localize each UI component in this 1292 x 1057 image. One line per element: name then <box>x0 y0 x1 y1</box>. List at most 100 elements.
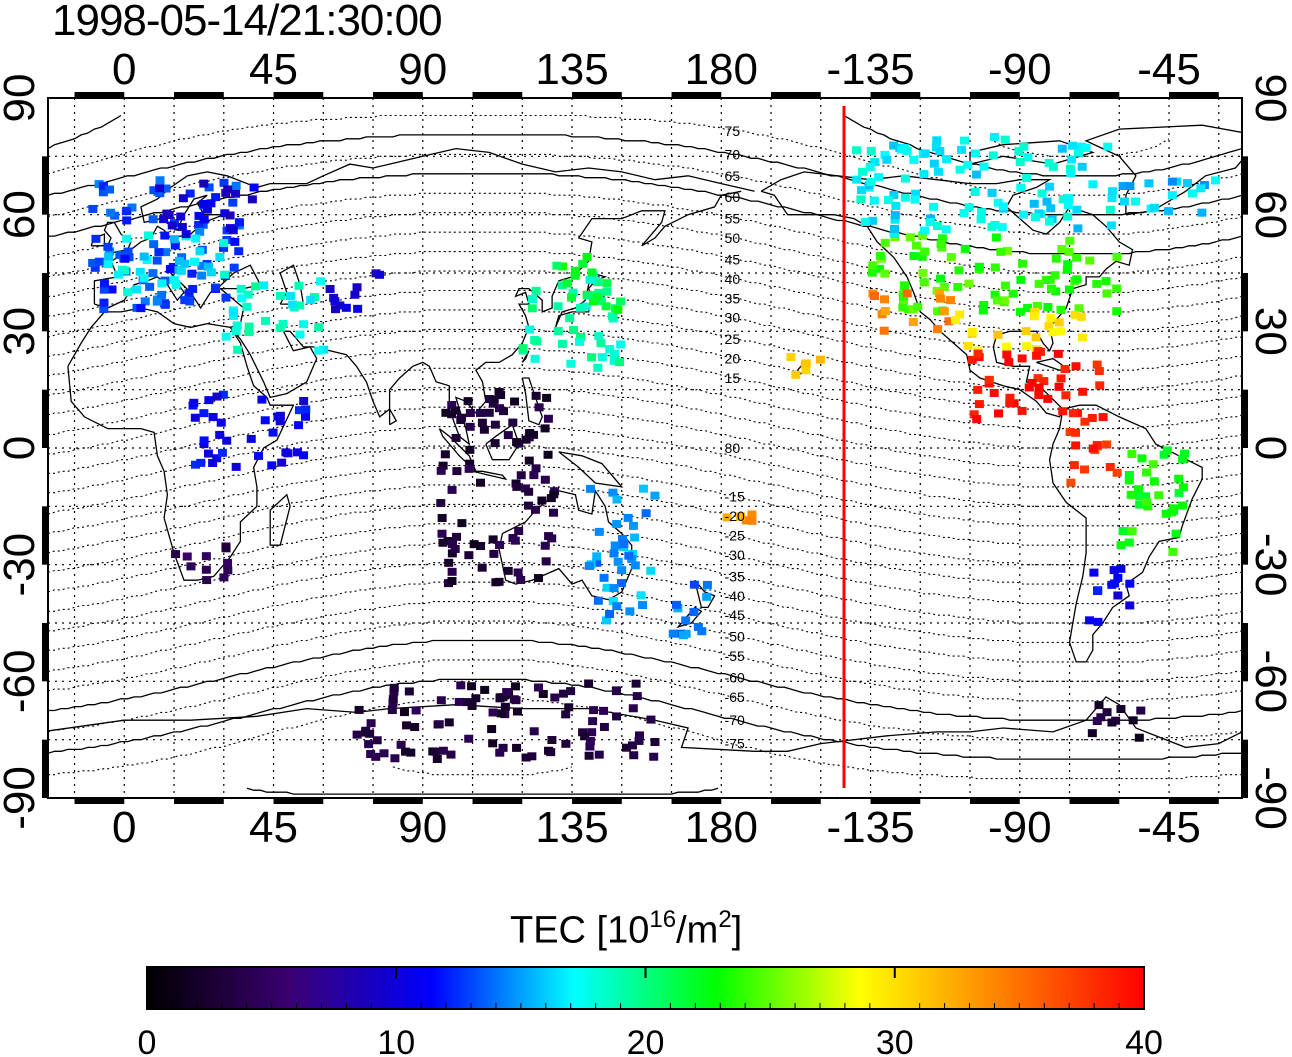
map-title: 1998-05-14/21:30:00 <box>52 0 443 45</box>
tec-cell <box>552 261 562 270</box>
tec-cell <box>157 290 167 299</box>
tec-cell <box>634 736 644 745</box>
tec-cell <box>1064 194 1074 203</box>
tec-cell <box>1080 417 1090 426</box>
tec-cell <box>1068 409 1078 418</box>
tec-cell <box>1018 259 1028 268</box>
tec-cell <box>488 535 498 544</box>
tec-cell <box>587 728 597 737</box>
tec-cell <box>530 354 540 363</box>
tec-cell <box>1095 381 1105 390</box>
tec-cell <box>972 415 982 424</box>
tec-cell <box>194 220 204 229</box>
tec-cell <box>875 251 885 260</box>
tec-cell <box>1042 197 1052 206</box>
tec-cell <box>549 508 559 517</box>
frame-bar-top <box>74 92 125 98</box>
tec-cell <box>527 752 537 761</box>
tec-cell <box>467 682 477 691</box>
tec-cell <box>221 544 231 553</box>
tec-cell <box>880 150 890 159</box>
tec-cell <box>169 275 179 284</box>
magnetic-contour <box>48 445 1242 527</box>
tec-cell <box>870 158 880 167</box>
bottom-lon-label: 180 <box>685 803 758 852</box>
tec-cell <box>191 234 201 243</box>
tec-cell <box>932 222 942 231</box>
tec-cell <box>960 136 970 145</box>
tec-cell <box>1092 279 1102 288</box>
frame-bar-left <box>42 156 48 215</box>
magnetic-contour <box>48 289 1242 371</box>
tec-cell <box>617 579 627 588</box>
tec-cell <box>668 629 678 638</box>
left-lat-label: -60 <box>0 650 44 714</box>
frame-bar-top <box>174 92 224 98</box>
tec-cell <box>609 584 619 593</box>
tec-cell <box>592 293 602 302</box>
tec-cell <box>107 285 117 294</box>
tec-cell <box>575 333 585 342</box>
tec-cell <box>1030 307 1040 316</box>
tec-cell <box>490 439 500 448</box>
frame-bar-left <box>42 623 48 682</box>
tec-cell <box>436 466 446 475</box>
tec-cell <box>503 566 513 575</box>
tec-cell <box>955 165 965 174</box>
tec-cell <box>999 296 1009 305</box>
bottom-lon-label: 0 <box>112 803 136 852</box>
tec-cell <box>920 226 930 235</box>
tec-cell <box>1037 189 1047 198</box>
tec-cell <box>1167 191 1177 200</box>
tec-cell <box>1159 450 1169 459</box>
tec-cell <box>331 305 341 314</box>
tec-cell <box>499 407 509 416</box>
tec-cell <box>1164 207 1174 216</box>
tec-cell <box>212 454 222 463</box>
tec-cell <box>582 252 592 261</box>
tec-cell <box>747 510 757 519</box>
tec-cell <box>1116 705 1126 714</box>
tec-cell <box>1027 378 1037 387</box>
tec-cell <box>447 400 457 409</box>
frame-bar-top <box>1069 92 1120 98</box>
tec-cell <box>608 488 618 497</box>
tec-cell <box>978 306 988 315</box>
tec-cell <box>1069 461 1079 470</box>
tec-cell <box>120 266 130 275</box>
magnetic-latitude-labels: 80 75 70 65 60 55 50 45 40 35 30 25 20 15 -15 -20 -25 -30… <box>725 123 745 751</box>
magnetic-contour <box>48 581 1242 663</box>
tec-cell <box>169 235 179 244</box>
right-lat-label: 90 <box>1246 74 1292 123</box>
colorbar-tick-label: 0 <box>138 1024 157 1057</box>
tec-cell <box>476 541 486 550</box>
magnetic-contour <box>48 464 1242 546</box>
tec-cell <box>1033 374 1043 383</box>
tec-cell <box>865 162 875 171</box>
tec-cell <box>105 185 115 194</box>
tec-cell <box>889 229 899 238</box>
tec-cell <box>366 750 376 759</box>
tec-cell <box>1137 454 1147 463</box>
magnetic-contour <box>48 562 1242 643</box>
tec-cell <box>866 177 876 186</box>
left-lat-label: 30 <box>0 307 44 356</box>
tec-cell <box>215 430 225 439</box>
tec-cell <box>225 211 235 220</box>
tec-cell <box>587 353 597 362</box>
tec-cell <box>540 541 550 550</box>
frame-bar-bottom <box>572 798 622 804</box>
tec-cell <box>195 247 205 256</box>
tec-cell <box>1000 135 1010 144</box>
tec-cell <box>605 610 615 619</box>
magnetic-latitude-label: -25 <box>725 528 745 544</box>
magnetic-latitude-label: -45 <box>725 607 745 623</box>
tec-cell <box>219 243 229 252</box>
tec-cell <box>874 264 884 273</box>
tec-cell <box>909 252 919 261</box>
frame-bar-bottom <box>1169 798 1219 804</box>
tec-cell <box>1174 474 1184 483</box>
tec-cell <box>1107 718 1117 727</box>
tec-cell <box>880 238 890 247</box>
tec-cell <box>223 558 233 567</box>
